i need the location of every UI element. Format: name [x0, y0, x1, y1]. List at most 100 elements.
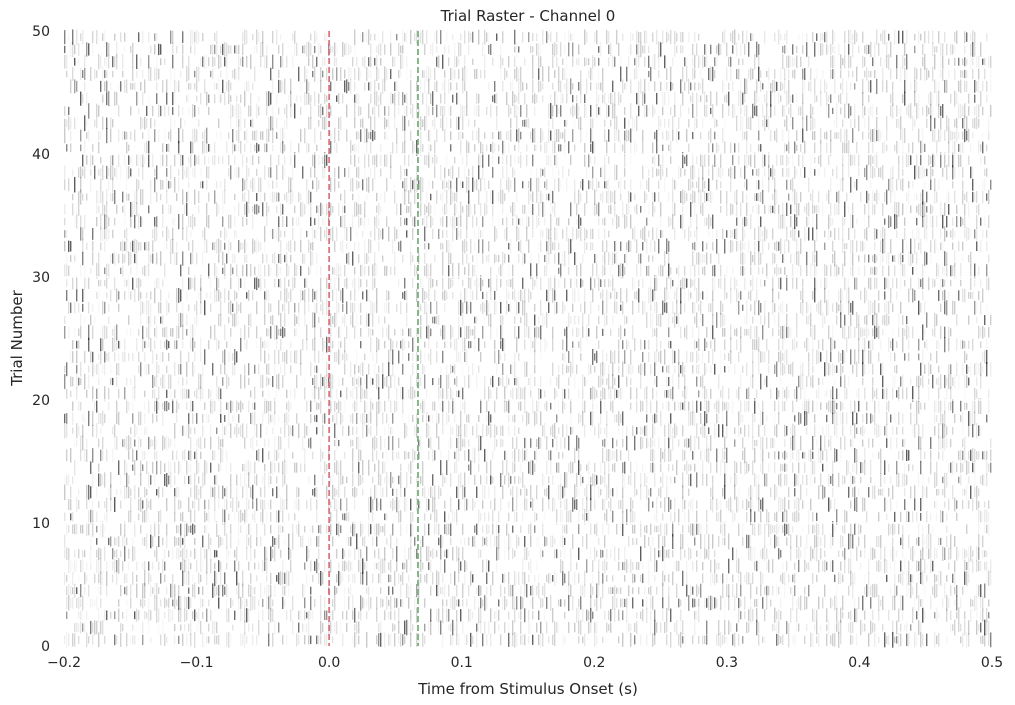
raster-cell [72, 401, 74, 411]
raster-cell [846, 439, 847, 447]
raster-cell [102, 474, 104, 486]
raster-cell [158, 535, 160, 548]
raster-cell [436, 524, 438, 534]
raster-cell [368, 327, 370, 337]
raster-cell [576, 608, 578, 623]
raster-cell [560, 535, 561, 547]
raster-cell [80, 525, 82, 534]
raster-cell [402, 387, 404, 401]
raster-cell [538, 535, 539, 549]
raster-cell [176, 414, 178, 423]
raster-cell [892, 632, 894, 648]
raster-cell [270, 524, 272, 534]
raster-cell [746, 401, 748, 412]
raster-cell [700, 427, 702, 435]
raster-cell [966, 561, 968, 571]
raster-cell [354, 499, 356, 510]
raster-cell [530, 522, 532, 537]
raster-cell [480, 549, 482, 558]
raster-cell [68, 548, 70, 560]
raster-cell [758, 497, 760, 512]
raster-cell [876, 536, 878, 547]
raster-cell [686, 571, 688, 585]
raster-cell [430, 550, 432, 557]
raster-cell [592, 473, 594, 487]
raster-cell [78, 575, 79, 583]
raster-cell [412, 386, 414, 402]
raster-cell [182, 538, 184, 545]
raster-cell [502, 401, 503, 412]
raster-cell [246, 484, 248, 500]
raster-cell [738, 575, 740, 582]
raster-cell [410, 561, 412, 571]
raster-cell [256, 326, 258, 339]
raster-cell [378, 633, 380, 647]
raster-cell [954, 461, 955, 475]
raster-cell [344, 596, 345, 610]
raster-cell [112, 377, 114, 386]
raster-cell [320, 448, 322, 463]
raster-cell [920, 460, 922, 475]
raster-cell [718, 536, 720, 547]
raster-cell [610, 450, 612, 461]
raster-cell [776, 611, 778, 620]
raster-cell [90, 509, 92, 525]
raster-cell [644, 525, 646, 533]
raster-cell [712, 325, 714, 340]
raster-cell [570, 361, 572, 377]
raster-cell [110, 378, 112, 385]
raster-cell [394, 399, 396, 413]
raster-cell [110, 484, 112, 501]
raster-cell [968, 558, 970, 574]
raster-cell [908, 326, 910, 339]
raster-cell [72, 340, 74, 350]
raster-cell [908, 511, 910, 523]
raster-cell [746, 362, 748, 376]
raster-cell [330, 313, 332, 328]
raster-cell [282, 461, 284, 475]
raster-cell [218, 500, 220, 509]
raster-cell [122, 439, 124, 447]
raster-cell [436, 570, 438, 587]
raster-cell [976, 560, 978, 572]
raster-cell [590, 622, 592, 633]
raster-cell [352, 312, 354, 328]
raster-cell [166, 599, 168, 607]
raster-cell [604, 427, 606, 435]
raster-cell [540, 389, 542, 399]
raster-cell [702, 635, 704, 645]
raster-cell [762, 548, 764, 560]
raster-cell [546, 537, 548, 546]
raster-cell [178, 537, 180, 546]
raster-cell [772, 585, 774, 596]
raster-cell [812, 632, 814, 648]
raster-cell [728, 583, 730, 598]
raster-cell [732, 399, 733, 413]
raster-cell [704, 411, 706, 426]
raster-cell [924, 364, 926, 374]
raster-cell [822, 377, 824, 386]
raster-cell [282, 596, 284, 609]
raster-cell [708, 447, 710, 464]
raster-cell [100, 521, 101, 536]
raster-cell [360, 414, 362, 423]
raster-cell [848, 326, 850, 339]
raster-cell [854, 572, 856, 585]
raster-cell [314, 415, 316, 422]
raster-cell [442, 535, 444, 548]
raster-cell [64, 484, 66, 501]
raster-cell [952, 377, 954, 386]
raster-cell [760, 351, 762, 363]
raster-cell [684, 633, 685, 646]
raster-cell [322, 337, 324, 352]
raster-cell [712, 475, 714, 485]
raster-cell [532, 341, 534, 349]
raster-cell [838, 550, 840, 557]
raster-cell [912, 574, 914, 583]
raster-cell [466, 599, 468, 607]
raster-cell [404, 546, 405, 561]
raster-cell [86, 438, 88, 448]
raster-cell [842, 525, 844, 533]
raster-cell [856, 608, 858, 623]
raster-cell [782, 362, 784, 376]
